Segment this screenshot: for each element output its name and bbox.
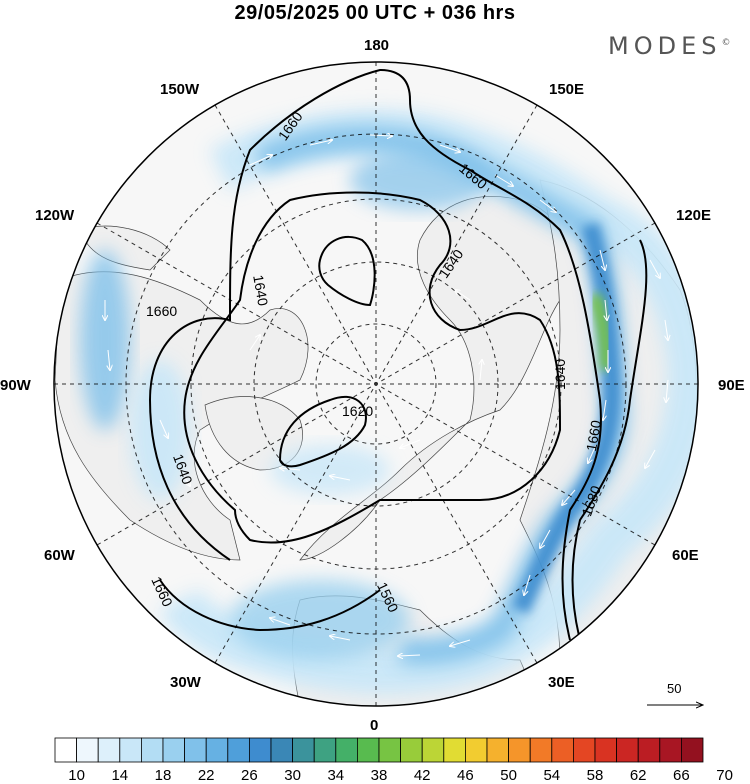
colorbar-swatch (76, 737, 99, 763)
lon-label-120e: 120E (676, 207, 711, 224)
colorbar-tick-label: 30 (284, 767, 301, 784)
lon-label-180: 180 (364, 37, 389, 54)
colorbar-swatch (421, 737, 445, 763)
longitude-labels: 180 0 90W 90E 150W 120W 150E 120E 60W 30… (0, 37, 745, 734)
contour-1640-inner (183, 191, 562, 544)
colorbar-swatch (378, 737, 402, 763)
colorbar-swatch (486, 737, 510, 763)
jet-band-core (511, 222, 622, 615)
west-band-shading-2 (130, 360, 190, 500)
colorbar-swatch (637, 737, 661, 763)
colorbar-tick-label: 50 (500, 767, 517, 784)
jet-band-max (589, 293, 613, 371)
wind-vectors (105, 135, 668, 656)
colorbar-swatch (659, 737, 682, 763)
colorbar-swatch (184, 737, 207, 763)
colorbar-tick-label: 22 (197, 767, 215, 784)
colorbar-swatch (119, 737, 142, 763)
colorbar-swatch (313, 737, 337, 763)
west-band-shading (80, 250, 130, 430)
lon-label-120w: 120W (35, 207, 75, 224)
contour-label: 1640 (552, 359, 568, 390)
lon-label-90w: 90W (0, 377, 32, 394)
colorbar-tick-label: 10 (68, 767, 85, 784)
colorbar-swatch (464, 737, 488, 763)
colorbar-swatch (248, 737, 272, 763)
lon-label-30e: 30E (548, 674, 575, 691)
wind-scale-label: 50 (667, 681, 682, 696)
colorbar-tick-label: 46 (457, 767, 474, 784)
colorbar-swatch (205, 737, 229, 763)
colorbar-tick-label: 34 (327, 767, 345, 784)
colorbar-tick-label: 18 (154, 767, 172, 784)
colorbar-tick-label: 38 (370, 767, 388, 784)
lon-label-0: 0 (370, 717, 378, 734)
contour-1640-lobe (318, 235, 376, 307)
lon-label-90e: 90E (718, 377, 745, 394)
brand-name: MODES (608, 32, 722, 60)
contour-1680-east (571, 239, 648, 641)
arctic-band-shading (270, 445, 390, 495)
copyright-mark: © (721, 38, 731, 48)
colorbar-tick-label: 62 (629, 767, 647, 784)
lon-label-30w: 30W (170, 674, 202, 691)
colorbar-tick-label: 54 (543, 767, 561, 784)
polar-stereographic-map: 1660 1660 1640 1640 1660 1640 1620 1640 … (0, 37, 745, 734)
lon-label-150w: 150W (160, 81, 200, 98)
colorbar-tick-label: 42 (413, 767, 431, 784)
colorbar-swatch (616, 737, 639, 763)
colorbar-swatch (443, 737, 466, 763)
eurasia-land (299, 196, 569, 561)
map-disk (54, 62, 698, 706)
colorbar-swatch (54, 737, 78, 763)
contour-label: 1640 (250, 274, 271, 308)
height-contours (148, 68, 648, 641)
contour-1620-center (278, 395, 367, 468)
colorbar-swatch (270, 737, 294, 763)
colorbar-swatch (508, 737, 531, 763)
colorbar-tick-label: 26 (241, 767, 258, 784)
colorbar-swatch (97, 737, 121, 763)
colorbar-swatch (292, 737, 315, 763)
colorbar-swatch (335, 737, 358, 763)
colorbar-swatch (529, 737, 553, 763)
colorbar-swatch (141, 737, 164, 763)
colorbar-swatch (573, 737, 596, 763)
contour-label: 1660 (583, 419, 604, 453)
graticule (54, 62, 698, 706)
pacific-band-shading (350, 150, 490, 210)
colorbar-swatch (227, 737, 250, 763)
brand-logo: MODES© (608, 32, 730, 60)
colorbar-tick-label: 70 (716, 767, 733, 784)
colorbar-swatch (681, 737, 704, 763)
colorbar-swatch (356, 737, 380, 763)
colorbar-swatch (162, 737, 186, 763)
colorbar (54, 737, 704, 763)
colorbar-tick-label: 58 (586, 767, 604, 784)
colorbar-tick-label: 66 (673, 767, 690, 784)
colorbar-swatch (551, 737, 574, 763)
contour-label: 1620 (342, 403, 373, 419)
colorbar-swatch (400, 737, 423, 763)
colorbar-swatch (594, 737, 618, 763)
contour-1660-outer (148, 68, 602, 641)
alaska-land (79, 225, 171, 271)
colorbar-tick-label: 14 (111, 767, 129, 784)
lon-label-150e: 150E (549, 81, 584, 98)
wind-speed-shading (80, 109, 698, 694)
map-boundary (53, 61, 699, 707)
lon-label-60e: 60E (672, 547, 699, 564)
lon-label-60w: 60W (44, 547, 76, 564)
map-title: 29/05/2025 00 UTC + 036 hrs (234, 2, 516, 24)
contour-label: 1660 (146, 303, 177, 319)
